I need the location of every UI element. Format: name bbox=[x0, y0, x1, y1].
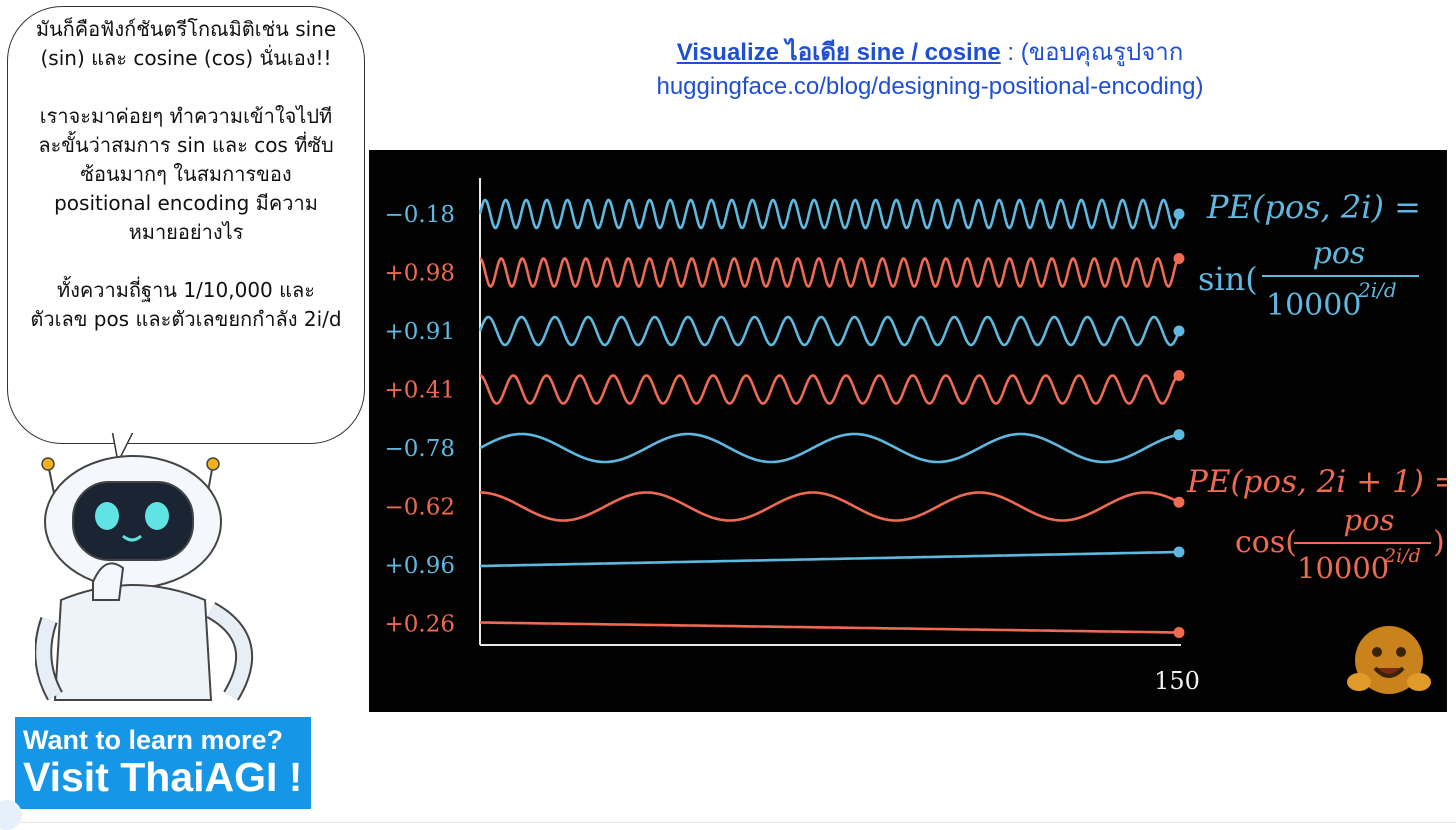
series-endpoint-6 bbox=[1173, 546, 1185, 558]
labels-layer: −0.18 +0.98 +0.91 +0.41 −0.78 −0.62 +0.96 +0.26 bbox=[385, 202, 455, 638]
formula-cos: PE(pos, 2i + 1) = cos( pos 10000 2i/d ) bbox=[1186, 464, 1456, 585]
credit-line-1: (ขอบคุณรูปจาก bbox=[1020, 39, 1184, 66]
formula-cos-exponent: 2i/d bbox=[1383, 545, 1421, 567]
series-layer bbox=[478, 198, 1185, 638]
formula-cos-close: ) bbox=[1433, 525, 1445, 560]
formula-sin-numerator: pos bbox=[1313, 236, 1366, 271]
series-line-4 bbox=[479, 432, 1180, 464]
cta-line-1: Want to learn more? bbox=[23, 725, 284, 755]
series-value-label-5: −0.62 bbox=[385, 495, 455, 521]
bubble-paragraph-3: ทั้งความถี่ฐาน 1/10,000 และตัวเลข pos แล… bbox=[30, 278, 342, 331]
bubble-tail bbox=[110, 430, 136, 464]
formula-sin-exponent: 2i/d bbox=[1357, 278, 1397, 302]
series-line-2 bbox=[478, 315, 1181, 347]
series-line-0 bbox=[478, 198, 1181, 230]
series-value-label-7: +0.26 bbox=[385, 612, 455, 638]
series-endpoint-1 bbox=[1173, 253, 1185, 264]
series-value-label-1: +0.98 bbox=[385, 261, 455, 287]
formula-cos-numerator: pos bbox=[1344, 503, 1395, 537]
series-endpoint-7 bbox=[1173, 627, 1185, 638]
series-endpoint-5 bbox=[1173, 496, 1185, 508]
series-endpoint-3 bbox=[1173, 370, 1185, 381]
series-line-1 bbox=[479, 257, 1180, 288]
series-line-3 bbox=[479, 374, 1180, 405]
cta-line-2: Visit ThaiAGI ! bbox=[23, 754, 303, 800]
positional-encoding-plot: −0.18 +0.98 +0.91 +0.41 −0.78 −0.62 +0.96 +0.26… bbox=[369, 150, 1456, 712]
formula-sin-fn: sin( bbox=[1198, 260, 1258, 298]
series-endpoint-0 bbox=[1173, 208, 1185, 220]
robot-mascot-icon bbox=[35, 455, 254, 701]
title-separator: : bbox=[1000, 39, 1021, 66]
page-title: Visualize ไอเดีย sine / cosine : (ขอบคุณ… bbox=[520, 36, 1340, 104]
plot-svg: −0.18 +0.98 +0.91 +0.41 −0.78 −0.62 +0.96 +0.26… bbox=[385, 178, 1456, 695]
formula-sin: PE(pos, 2i) = sin( pos 10000 2i/d bbox=[1198, 188, 1421, 323]
series-line-7 bbox=[480, 621, 1179, 634]
corner-decoration bbox=[0, 800, 22, 830]
x-end-label: 150 bbox=[1154, 667, 1200, 695]
series-value-label-0: −0.18 bbox=[385, 202, 455, 228]
bubble-paragraph-1: มันก็คือฟังก์ชันตรีโกณมิติเช่น sine (sin… bbox=[35, 17, 337, 70]
series-value-label-3: +0.41 bbox=[385, 378, 455, 404]
formula-sin-lhs: PE(pos, 2i) = bbox=[1206, 188, 1421, 226]
series-endpoint-4 bbox=[1173, 429, 1185, 441]
bubble-paragraph-2: เราจะมาค่อยๆ ทำความเข้าใจไปทีละขั้นว่าสม… bbox=[38, 104, 334, 244]
formula-cos-fn: cos( bbox=[1235, 525, 1297, 560]
series-line-5 bbox=[480, 491, 1180, 522]
formula-cos-denominator: 10000 bbox=[1297, 551, 1389, 585]
credit-line-2[interactable]: huggingface.co/blog/designing-positional… bbox=[656, 73, 1204, 100]
series-value-label-2: +0.91 bbox=[385, 319, 455, 345]
series-value-label-6: +0.96 bbox=[385, 553, 455, 579]
huggingface-logo-icon bbox=[1347, 626, 1431, 694]
formula-sin-denominator: 10000 bbox=[1266, 288, 1361, 323]
series-value-label-4: −0.78 bbox=[385, 436, 455, 462]
visualize-link[interactable]: Visualize ไอเดีย sine / cosine bbox=[676, 39, 1001, 66]
formula-cos-lhs: PE(pos, 2i + 1) = bbox=[1186, 464, 1447, 500]
bottom-divider bbox=[0, 822, 1456, 823]
plot-axes bbox=[479, 178, 1181, 646]
series-endpoint-2 bbox=[1173, 325, 1185, 337]
cta-banner[interactable]: Want to learn more? Visit ThaiAGI ! bbox=[15, 717, 311, 809]
speech-bubble: มันก็คือฟังก์ชันตรีโกณมิติเช่น sine (sin… bbox=[7, 6, 365, 444]
series-line-6 bbox=[480, 550, 1179, 568]
